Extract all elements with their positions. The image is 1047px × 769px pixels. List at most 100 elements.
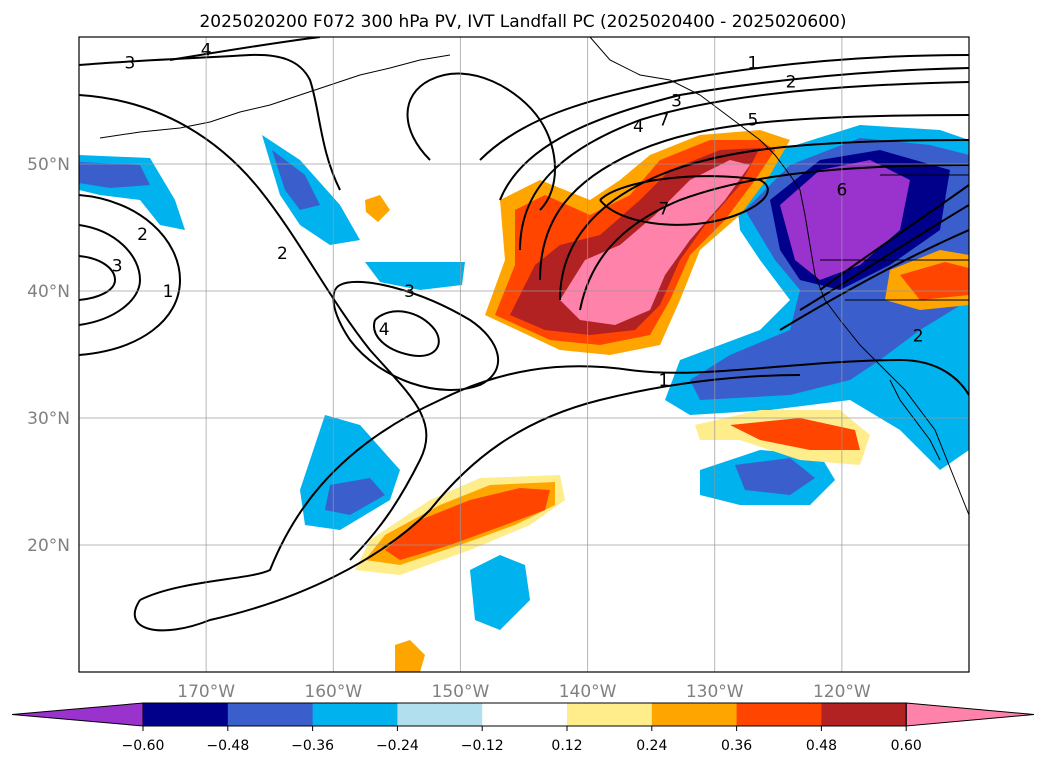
x-axis-tick-labels: 170°W 160°W 150°W 140°W 130°W 120°W <box>177 682 871 702</box>
colorbar-segment <box>821 703 907 726</box>
colorbar-segment <box>567 703 653 726</box>
pv-contour-label: 2 <box>277 244 288 264</box>
pv-contour-label: 7 <box>658 199 669 219</box>
y-tick-label: 30°N <box>27 409 70 429</box>
pv-contour-label: 6 <box>836 180 847 200</box>
colorbar-segment <box>651 703 738 726</box>
pv-contour-label: 7 <box>658 111 669 131</box>
colorbar-tick-label: −0.60 <box>122 738 165 754</box>
baja-coast <box>889 379 941 461</box>
pv-contour-label: 3 <box>124 53 135 73</box>
pv-contour-1-big <box>139 358 969 601</box>
pv-contour-west-3 <box>79 255 117 301</box>
colorbar-tick-labels: −0.60 −0.48 −0.36 −0.24 −0.12 0.12 0.24 0.36 0.4… <box>122 726 922 754</box>
y-tick-label: 50°N <box>27 155 70 175</box>
pv-contour-label: 4 <box>201 41 212 61</box>
shading-south-negative <box>470 555 530 630</box>
shading-midpac-negative <box>365 262 465 290</box>
shading-hawaii-negative <box>300 415 400 530</box>
pv-contour-label: 4 <box>379 320 390 340</box>
pv-contour-east-mid-2 <box>799 204 969 311</box>
chart-title: 2025020200 F072 300 hPa PV, IVT Landfall… <box>199 12 846 32</box>
pv-contour-west-2 <box>79 224 142 326</box>
colorbar-tick-label: 0.24 <box>636 738 667 754</box>
x-tick-label: 130°W <box>686 682 744 702</box>
shading-west-pacific-negative-core <box>79 162 150 188</box>
pv-contour-ridge-1 <box>479 54 969 161</box>
shading-hawaii-negative-core <box>325 478 385 515</box>
pv-contour-trough-6 <box>579 164 969 311</box>
colorbar-tick-label: −0.48 <box>206 738 249 754</box>
pv-contour-2-long <box>79 94 428 561</box>
shading-south-positive <box>395 640 425 672</box>
colorbar-tick-label: 0.12 <box>551 738 582 754</box>
grid-lines <box>79 37 969 672</box>
colorbar-tick-label: −0.12 <box>461 738 504 754</box>
shading-ar-positive-core <box>560 160 750 325</box>
pv-contour-3-low <box>332 281 499 391</box>
pv-contour-label: 1 <box>658 371 669 391</box>
pv-contour-label: 3 <box>112 257 123 277</box>
x-tick-label: 140°W <box>559 682 617 702</box>
x-tick-label: 170°W <box>177 682 235 702</box>
colorbar-frame <box>142 702 907 727</box>
y-tick-label: 40°N <box>27 282 70 302</box>
pv-contour-4-low <box>373 310 440 357</box>
shading-gulf-negative-core <box>272 150 320 210</box>
y-tick-label: 20°N <box>27 536 70 556</box>
pv-contour-north-3 <box>79 53 341 191</box>
pv-contour-north-4 <box>169 37 321 61</box>
colorbar-tick-label: 0.60 <box>891 738 922 754</box>
map-area <box>78 36 970 673</box>
aleutian-islands <box>99 54 451 139</box>
x-tick-label: 120°W <box>813 682 871 702</box>
pv-contour-east-mid <box>779 229 969 331</box>
coastlines <box>99 37 969 516</box>
colorbar-tick-label: 0.48 <box>806 738 837 754</box>
pv-contour-label: 4 <box>633 117 644 137</box>
shading-west-coast-negative-core <box>780 160 910 280</box>
colorbar-tick-label: 0.36 <box>721 738 752 754</box>
map-frame <box>78 36 970 673</box>
pv-contour-trough-5 <box>559 139 969 301</box>
colorbar-segment <box>227 703 314 726</box>
colorbar <box>11 702 1035 727</box>
colorbar-segment <box>482 703 568 726</box>
colorbar-segment <box>143 703 229 726</box>
shading-small-gulf-positive <box>365 195 390 222</box>
pv-contour-east-mid-3 <box>819 184 969 291</box>
pv-contour-west-1 <box>79 194 182 356</box>
pv-contour-outer-loop <box>406 72 556 211</box>
pv-contour-label: 1 <box>163 282 174 302</box>
pv-contour-1-big-tail <box>133 374 801 632</box>
shading-subtropic-negative-core <box>735 458 815 495</box>
colorbar-extend-min <box>11 702 144 727</box>
pv-contour-label: 3 <box>671 92 682 112</box>
y-axis-tick-labels: 20°N 30°N 40°N 50°N <box>27 155 70 556</box>
x-tick-label: 160°W <box>304 682 362 702</box>
pv-contour-label: 2 <box>913 326 924 346</box>
colorbar-tick-label: −0.24 <box>376 738 419 754</box>
pv-contour-label: 3 <box>404 282 415 302</box>
alaska-coast <box>589 37 801 191</box>
pv-contour-trough-7 <box>599 175 769 226</box>
colorbar-segment <box>312 703 398 726</box>
pv-contour-label: 5 <box>747 111 758 131</box>
shading-subtropic-positive-core <box>730 418 860 450</box>
colorbar-extend-max <box>905 702 1035 727</box>
pv-contour-label: 2 <box>786 72 797 92</box>
colorbar-tick-label: −0.36 <box>291 738 334 754</box>
pv-contour-label: 2 <box>137 225 148 245</box>
pv-contour-ridge-2 <box>499 67 969 201</box>
colorbar-segment <box>736 703 822 726</box>
x-tick-label: 150°W <box>432 682 490 702</box>
pv-contour-trough-4 <box>539 114 969 281</box>
shading-hawaii-positive-core <box>385 488 550 560</box>
pv-contour-trough-3 <box>519 81 969 251</box>
pv-contour-label: 1 <box>747 53 758 73</box>
colorbar-segment <box>397 703 483 726</box>
north-america-west-coast <box>799 189 969 516</box>
